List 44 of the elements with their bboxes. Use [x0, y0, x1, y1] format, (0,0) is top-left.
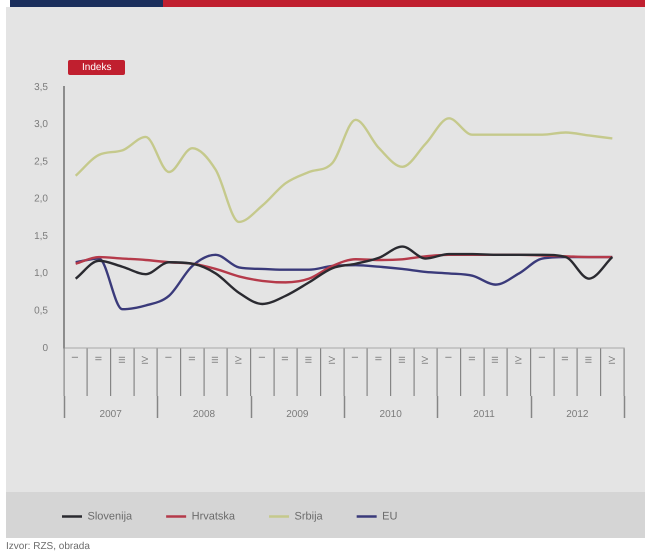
x-tick-label: I — [256, 356, 267, 359]
legend-label: EU — [382, 510, 398, 523]
x-tick-label: IV — [420, 356, 430, 365]
y-tick-label: 0,5 — [34, 305, 48, 316]
y-tick-label: 2,0 — [34, 194, 48, 205]
x2-tick-label: 2007 — [100, 408, 122, 420]
x-tick-label: II — [373, 356, 384, 362]
x-tick-label: I — [163, 356, 174, 359]
y-tick-label: 1,0 — [34, 268, 48, 280]
x-tick-label: III — [210, 356, 220, 364]
x-tick-label: I — [536, 356, 547, 359]
y-tick-label: 3,0 — [34, 119, 48, 130]
x-tick-label: III — [490, 356, 500, 364]
x2-tick-label: 2012 — [566, 408, 589, 420]
x2-tick-label: 2011 — [473, 408, 496, 420]
x-tick-label: IV — [606, 356, 617, 365]
legend-label: Slovenija — [88, 510, 134, 523]
x-tick-label: IV — [233, 356, 244, 365]
text: Izvor: RZS, obrada — [6, 541, 90, 552]
x-tick-label: II — [466, 356, 477, 362]
y-tick-label: 3,5 — [34, 82, 48, 93]
x-tick-label: II — [280, 356, 290, 362]
x-tick-label: II — [186, 356, 197, 362]
x-tick-label: III — [116, 356, 127, 364]
x-tick-label: IV — [140, 356, 150, 365]
x-tick-label: I — [443, 356, 454, 359]
y-axis-title: Indeks — [68, 60, 126, 75]
x-tick-label: I — [70, 356, 80, 359]
x-tick-label: IV — [326, 356, 337, 365]
y-tick-label: 2,5 — [34, 156, 48, 168]
x-tick-label: III — [396, 356, 407, 364]
x-tick-label: IV — [513, 356, 524, 365]
x-tick-label: III — [303, 356, 314, 364]
x2-tick-label: 2009 — [286, 408, 309, 420]
legend-label: Hrvatska — [192, 510, 236, 523]
x2-tick-label: 2008 — [192, 408, 216, 420]
legend-label: Srbija — [294, 510, 324, 523]
x-tick-label: I — [350, 356, 360, 359]
x-tick-label: III — [583, 356, 594, 364]
x2-tick-label: 2010 — [380, 408, 402, 420]
y-tick-label: 0 — [42, 342, 48, 354]
x-tick-label: II — [560, 356, 570, 362]
y-tick-label: 1,5 — [34, 230, 48, 242]
x-tick-label: II — [93, 356, 104, 362]
